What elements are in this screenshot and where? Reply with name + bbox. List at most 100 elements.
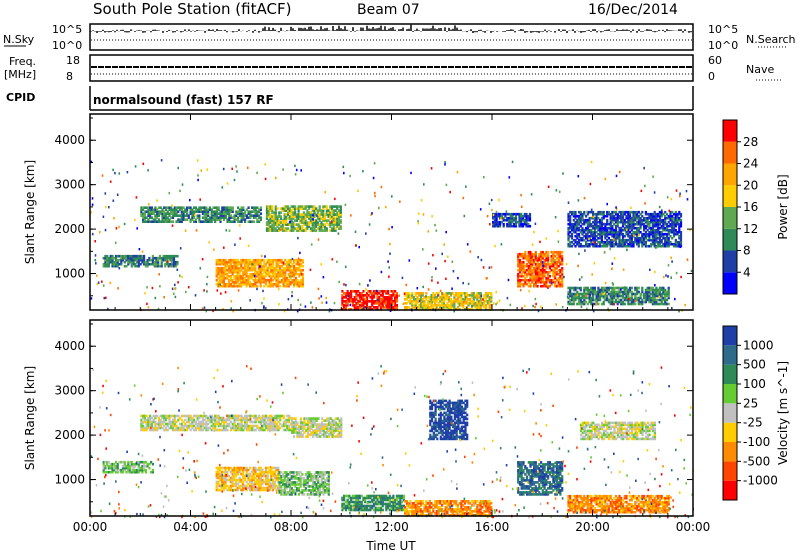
data-cell (641, 214, 644, 218)
data-cell (157, 418, 160, 422)
nave-top-tick: 60 (708, 54, 722, 67)
data-cell (536, 284, 539, 288)
scatter-cell (615, 242, 617, 246)
data-cell (541, 252, 544, 256)
data-cell (159, 426, 162, 430)
scatter-cell (91, 203, 94, 206)
data-cell (630, 226, 633, 230)
data-cell (547, 272, 550, 276)
data-cell (371, 300, 374, 303)
data-cell (217, 268, 220, 272)
data-cell (561, 262, 564, 266)
data-cell (518, 216, 521, 220)
data-cell (200, 210, 203, 213)
data-cell (177, 214, 180, 217)
data-cell (520, 282, 523, 286)
data-cell (606, 234, 609, 238)
data-cell (250, 284, 253, 288)
data-cell (346, 298, 349, 301)
data-cell (281, 229, 284, 232)
scatter-cell (103, 296, 106, 300)
data-cell (628, 240, 632, 244)
data-cell (207, 218, 210, 221)
data-cell (272, 225, 276, 228)
data-cell (372, 296, 376, 299)
scatter-cell (495, 210, 498, 214)
data-cell (625, 232, 628, 236)
data-cell (595, 216, 598, 220)
data-cell (252, 282, 255, 286)
data-cell (543, 272, 546, 276)
data-cell (330, 205, 334, 208)
data-cell (229, 258, 232, 262)
data-cell (286, 282, 289, 286)
data-cell (543, 264, 546, 268)
data-cell (240, 420, 243, 424)
data-cell (114, 254, 118, 258)
data-cell (664, 214, 667, 218)
data-cell (559, 256, 562, 260)
data-cell (664, 300, 667, 304)
data-cell (278, 280, 282, 284)
data-cell (446, 302, 449, 305)
data-cell (287, 266, 290, 270)
scatter-cell (289, 220, 291, 223)
data-cell (269, 215, 272, 218)
data-cell (572, 286, 575, 290)
colorbar-tick-label: 16 (743, 200, 758, 214)
scatter-cell (630, 206, 632, 209)
data-cell (277, 420, 280, 424)
scatter-cell (427, 230, 430, 233)
data-cell (614, 300, 618, 304)
data-cell (483, 306, 486, 309)
data-cell (318, 215, 321, 218)
data-cell (180, 208, 183, 211)
data-cell (648, 234, 651, 238)
y-tick-label: 2000 (54, 222, 85, 236)
data-cell (658, 212, 661, 216)
data-cell (189, 220, 192, 223)
data-cell (607, 300, 610, 304)
data-cell (495, 216, 498, 220)
data-cell (171, 208, 175, 211)
data-cell (187, 416, 190, 420)
data-cell (627, 294, 630, 298)
data-cell (623, 240, 626, 244)
scatter-cell (667, 264, 670, 267)
data-cell (229, 208, 233, 211)
scatter-cell (234, 243, 236, 246)
data-cell (678, 210, 681, 214)
data-cell (180, 210, 183, 213)
data-cell (646, 228, 649, 232)
data-cell (238, 274, 241, 278)
data-cell (611, 302, 614, 306)
data-cell (511, 220, 514, 224)
data-cell (442, 296, 445, 299)
data-cell (493, 222, 496, 226)
data-cell (657, 240, 660, 244)
data-cell (381, 300, 384, 303)
data-cell (602, 222, 605, 226)
data-cell (660, 214, 663, 218)
scatter-cell (595, 302, 597, 305)
data-cell (258, 216, 261, 219)
data-cell (208, 414, 211, 418)
data-cell (597, 288, 600, 292)
data-cell (159, 212, 162, 215)
nsearch-top-tick: 10^5 (708, 23, 738, 36)
data-cell (597, 286, 600, 290)
data-cell (163, 414, 166, 418)
data-cell (525, 278, 529, 282)
data-cell (200, 424, 203, 428)
scatter-cell (295, 168, 298, 172)
data-cell (294, 219, 297, 222)
data-cell (111, 258, 114, 262)
data-cell (421, 292, 424, 295)
data-cell (655, 236, 658, 240)
data-cell (644, 234, 647, 238)
scatter-cell (223, 246, 225, 249)
data-cell (231, 424, 234, 428)
data-cell (287, 213, 290, 216)
data-cell (653, 222, 656, 226)
data-cell (221, 212, 224, 215)
